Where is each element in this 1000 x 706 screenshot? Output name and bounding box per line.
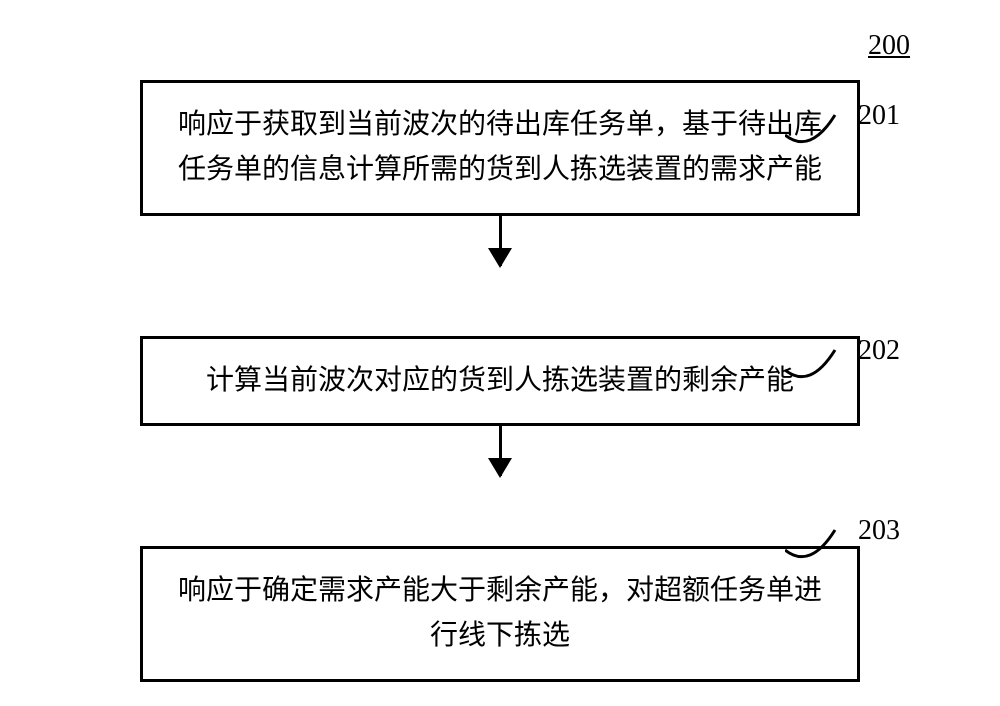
arrow-head-icon [488,458,512,478]
step-label-201: 201 [858,100,900,132]
connector-curve [785,525,845,570]
flow-step-203: 响应于确定需求产能大于剩余产能，对超额任务单进行线下拣选 [140,546,860,682]
arrow-connector [499,426,502,476]
step-label-203: 203 [858,515,900,547]
connector-curve [785,345,845,390]
flow-step-202: 计算当前波次对应的货到人拣选装置的剩余产能 [140,336,860,427]
step-text: 响应于获取到当前波次的待出库任务单，基于待出库任务单的信息计算所需的货到人拣选装… [178,109,822,185]
step-text: 计算当前波次对应的货到人拣选装置的剩余产能 [206,365,794,396]
flow-step-201: 响应于获取到当前波次的待出库任务单，基于待出库任务单的信息计算所需的货到人拣选装… [140,80,860,216]
figure-number: 200 [868,30,910,62]
connector-curve [785,110,845,155]
arrow-head-icon [488,248,512,268]
step-text: 响应于确定需求产能大于剩余产能，对超额任务单进行线下拣选 [178,575,822,651]
step-label-202: 202 [858,335,900,367]
flowchart-container: 200 响应于获取到当前波次的待出库任务单，基于待出库任务单的信息计算所需的货到… [50,30,950,676]
arrow-connector [499,216,502,266]
